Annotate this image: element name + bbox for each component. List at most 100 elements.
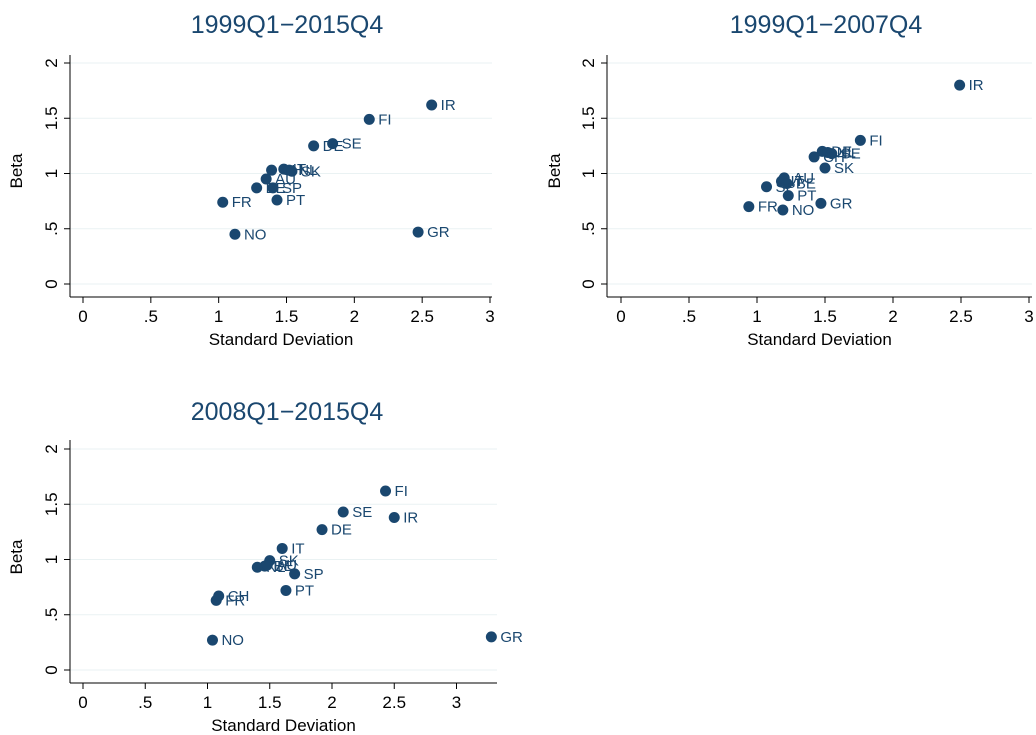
- point-label-se: SE: [352, 504, 372, 521]
- data-point-au: [260, 173, 272, 185]
- point-label-it: IT: [790, 173, 803, 190]
- point-label-fr: FR: [758, 199, 778, 216]
- x-tick-label: 3: [452, 693, 461, 712]
- point-label-sk: SK: [301, 163, 321, 180]
- y-tick-label: 2: [42, 444, 61, 453]
- x-axis-title: Standard Deviation: [211, 716, 356, 735]
- point-label-ir: IR: [969, 77, 984, 94]
- chart-title: 2008Q1−2015Q4: [191, 398, 384, 426]
- point-label-fi: FI: [378, 111, 391, 128]
- y-axis-title: Beta: [7, 539, 26, 575]
- data-point-sp: [289, 568, 301, 580]
- data-point-fi: [854, 134, 866, 146]
- y-tick-label: .5: [42, 608, 61, 622]
- x-tick-label: 1: [203, 693, 212, 712]
- x-axis-title: Standard Deviation: [209, 330, 354, 349]
- x-tick-label: 0: [78, 307, 87, 326]
- point-label-be: BE: [796, 175, 816, 192]
- x-tick-label: 1.5: [258, 693, 282, 712]
- data-point-ch: [808, 151, 820, 163]
- data-point-gr: [412, 226, 424, 238]
- x-tick-label: 2: [888, 307, 897, 326]
- point-label-no: NO: [244, 226, 266, 243]
- data-point-se: [327, 138, 339, 150]
- point-label-nl: NL: [298, 162, 317, 179]
- point-label-gr: GR: [830, 195, 853, 212]
- data-point-sk: [819, 162, 831, 174]
- x-tick-label: .5: [144, 307, 158, 326]
- point-label-gr: GR: [427, 224, 450, 241]
- x-tick-label: 2: [327, 693, 336, 712]
- point-label-it: IT: [291, 540, 304, 557]
- data-point-no: [777, 204, 789, 216]
- point-label-sk: SK: [279, 553, 299, 570]
- data-point-ir: [388, 512, 400, 524]
- x-tick-label: .5: [682, 307, 696, 326]
- data-point-pt: [280, 584, 292, 596]
- point-label-no: NO: [221, 632, 244, 649]
- point-label-se: SE: [342, 136, 362, 153]
- y-tick-label: 0: [42, 279, 61, 288]
- data-point-sp: [267, 182, 279, 194]
- x-tick-label: 0: [616, 307, 625, 326]
- point-label-nl: NL: [837, 145, 856, 162]
- data-point-fr: [217, 196, 229, 208]
- point-label-ch: CH: [228, 588, 250, 605]
- point-label-be: BE: [274, 558, 294, 575]
- point-label-fi: FI: [869, 132, 882, 149]
- data-point-de: [316, 524, 328, 536]
- point-label-no: NO: [792, 202, 815, 219]
- data-point-au: [261, 559, 273, 571]
- x-tick-label: 1: [214, 307, 223, 326]
- chart-title: 1999Q1−2015Q4: [191, 11, 384, 39]
- point-label-fi: FI: [395, 483, 408, 500]
- scatter-panel-2008-2015: 2008Q1−2015Q4 0 .5 1 1.5 2 2.5 3 0 .5 1 1.5 2 Standar…: [7, 398, 523, 735]
- y-tick-label: 1: [42, 555, 61, 564]
- x-axis-title: Standard Deviation: [747, 330, 892, 349]
- data-point-pt: [271, 194, 283, 206]
- point-label-ir: IR: [441, 97, 456, 114]
- y-tick-label: 1.5: [42, 492, 61, 516]
- chart-title: 1999Q1−2007Q4: [730, 11, 923, 39]
- y-tick-label: 2: [42, 58, 61, 67]
- point-label-sp: SP: [304, 566, 324, 583]
- data-point-de: [308, 140, 320, 152]
- x-tick-label: 1.5: [275, 307, 299, 326]
- x-tick-label: 2.5: [949, 307, 973, 326]
- data-point-be: [251, 182, 263, 194]
- y-tick-label: 1.5: [42, 106, 61, 130]
- y-tick-label: 0: [579, 279, 598, 288]
- y-axis-title: Beta: [7, 153, 26, 189]
- scatter-panel-1999-2007: 1999Q1−2007Q4 0 .5 1 1.5 2 2.5 3 0 .5 1 1.5 2 Standar…: [545, 11, 1034, 349]
- data-point-it: [276, 542, 288, 554]
- scatter-panel-1999-2015: 1999Q1−2015Q4 0 .5 1 1.5 2 2.5 3 0 .5 1 1.5 2 Standar…: [7, 11, 495, 349]
- point-label-ch: CH: [823, 149, 845, 166]
- y-tick-label: 1: [42, 169, 61, 178]
- y-tick-label: 1.5: [579, 106, 598, 130]
- x-tick-label: 1: [752, 307, 761, 326]
- point-label-de: DE: [323, 138, 344, 155]
- point-label-de: DE: [331, 522, 352, 539]
- data-point-no: [206, 634, 218, 646]
- point-label-pt: PT: [286, 192, 305, 209]
- y-tick-label: 2: [579, 58, 598, 67]
- point-label-se: SE: [841, 146, 861, 163]
- point-label-pt: PT: [295, 582, 314, 599]
- data-point-sp: [761, 181, 773, 193]
- data-point-fi: [380, 485, 392, 497]
- x-tick-label: 2.5: [382, 693, 406, 712]
- point-label-fr: FR: [232, 194, 252, 211]
- point-label-gr: GR: [500, 629, 523, 646]
- point-label-sk: SK: [834, 160, 854, 177]
- point-label-ir: IR: [403, 510, 418, 527]
- x-tick-label: 1.5: [813, 307, 837, 326]
- data-point-be: [781, 177, 793, 189]
- data-point-gr: [485, 631, 497, 643]
- x-tick-label: 2: [350, 307, 359, 326]
- data-point-ir: [426, 99, 438, 111]
- x-tick-label: 0: [78, 693, 87, 712]
- point-label-au: AU: [793, 170, 814, 187]
- data-point-no: [229, 228, 241, 240]
- data-point-fr: [743, 201, 755, 213]
- x-tick-label: .5: [138, 693, 152, 712]
